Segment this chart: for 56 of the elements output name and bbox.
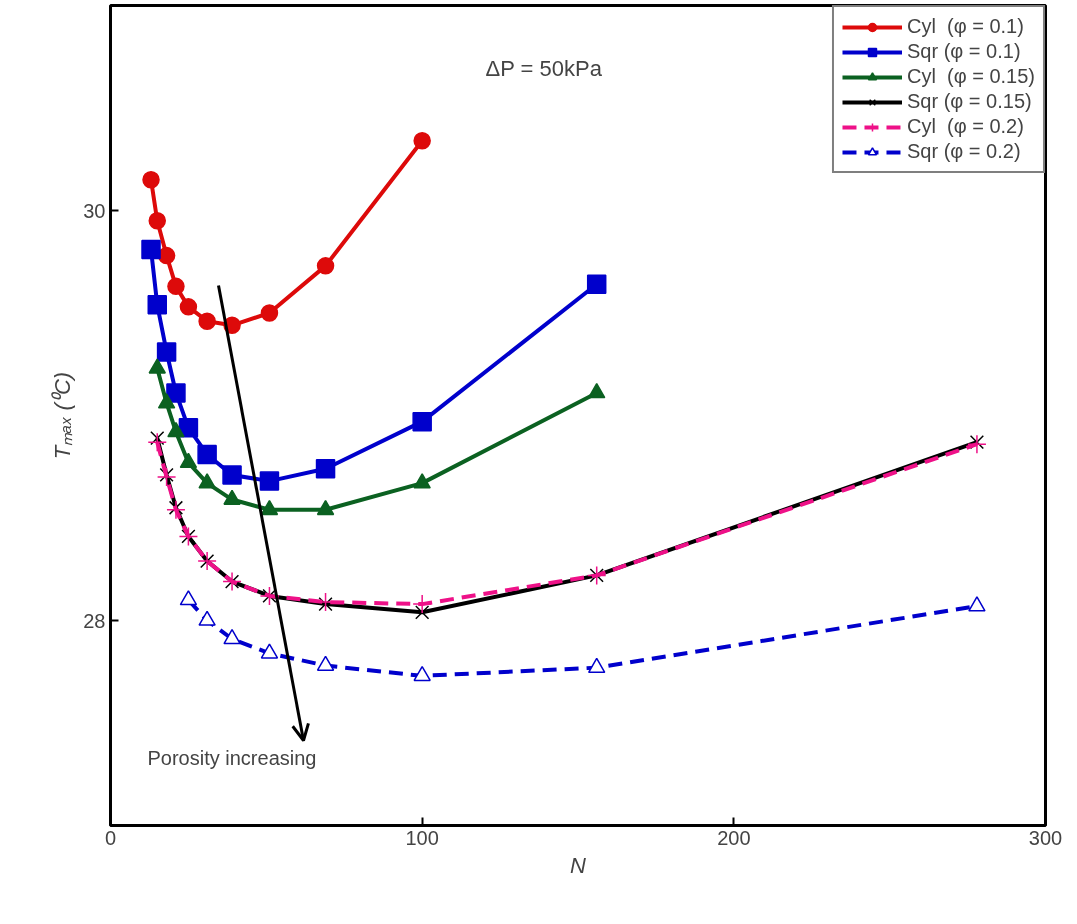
point <box>412 411 432 432</box>
legend-label: Cyl (φ = 0.15) <box>906 65 1035 88</box>
point <box>198 473 216 489</box>
point <box>222 465 242 485</box>
point <box>150 430 165 446</box>
point <box>223 628 241 645</box>
point <box>166 500 186 520</box>
point <box>968 596 986 612</box>
point <box>147 432 167 452</box>
point <box>316 257 335 275</box>
point <box>178 418 199 438</box>
point <box>316 499 335 516</box>
x-tick-label: 100 <box>405 826 439 849</box>
point <box>141 239 161 260</box>
point <box>413 473 431 489</box>
annotation: Porosity increasing <box>147 746 317 769</box>
point <box>147 295 167 315</box>
y-axis-title: Tₘₐₓ (⁰C) <box>50 371 76 460</box>
point <box>586 274 607 295</box>
x-tick-label: 300 <box>1028 826 1063 849</box>
x-tick-label: 200 <box>717 826 751 849</box>
point <box>142 171 160 189</box>
point <box>179 298 198 316</box>
point <box>179 452 198 469</box>
point <box>223 489 241 505</box>
point <box>260 499 279 516</box>
point <box>259 471 280 491</box>
legend-label: Sqr (φ = 0.2) <box>906 140 1021 163</box>
point <box>316 655 335 671</box>
x-tick-label: 0 <box>104 826 117 849</box>
annotation: ΔP = 50kPa <box>485 55 603 81</box>
point <box>197 444 217 465</box>
legend-label: Cyl (φ = 0.1) <box>906 15 1024 38</box>
point <box>260 304 279 322</box>
point <box>198 610 216 626</box>
legend-label: Sqr (φ = 0.1) <box>906 40 1021 63</box>
point <box>148 212 166 230</box>
point <box>167 421 185 438</box>
point <box>198 312 216 330</box>
point <box>315 459 336 479</box>
x-axis-title: N <box>570 852 587 878</box>
point <box>168 500 184 515</box>
point <box>157 393 176 409</box>
point <box>413 132 431 150</box>
point <box>260 643 279 659</box>
point <box>415 605 430 620</box>
point <box>156 342 177 362</box>
point <box>179 590 198 606</box>
point <box>166 383 186 403</box>
y-tick-label: 28 <box>83 609 106 632</box>
legend-label: Cyl (φ = 0.2) <box>906 115 1024 138</box>
legend-label: Sqr (φ = 0.15) <box>906 90 1032 113</box>
point <box>167 277 185 296</box>
point <box>413 665 431 682</box>
point <box>587 657 606 674</box>
y-tick-label: 30 <box>83 199 106 222</box>
